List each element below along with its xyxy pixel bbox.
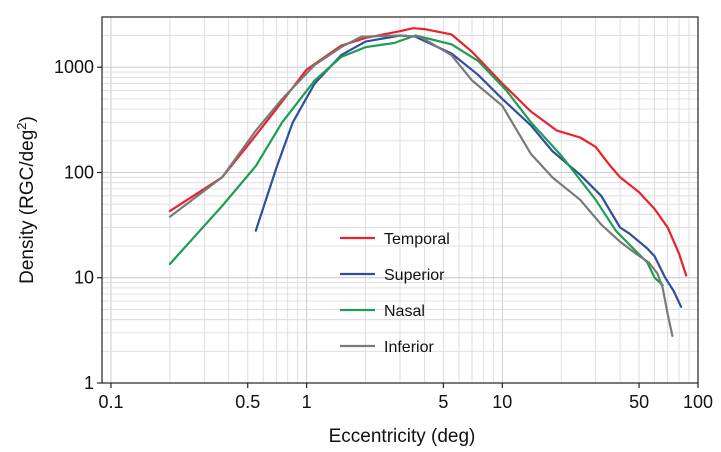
legend-label-inferior: Inferior — [384, 339, 434, 356]
y-axis-title: Density (RGC/deg2) — [14, 116, 38, 284]
legend-label-nasal: Nasal — [384, 303, 425, 320]
x-tick-label: 100 — [683, 392, 713, 412]
y-tick-label: 1000 — [54, 57, 94, 77]
x-tick-label: 0.5 — [235, 392, 260, 412]
y-axis-title-superscript: 2 — [14, 122, 29, 129]
axis-ticks: 0.1 0.5 1 5 10 50 100 1 10 100 1000 — [54, 57, 713, 412]
series-line-temporal — [168, 27, 688, 277]
series-line-nasal — [168, 34, 664, 287]
x-tick-label: 5 — [438, 392, 448, 412]
legend-label-superior: Superior — [384, 267, 445, 284]
y-tick-label: 1 — [84, 373, 94, 393]
series-lines — [168, 27, 688, 337]
plot-frame — [101, 16, 699, 384]
x-tick-label: 1 — [302, 392, 312, 412]
y-axis-title-main: Density (RGC/deg — [17, 130, 38, 284]
y-axis-title-close: ) — [17, 116, 38, 122]
legend-label-temporal: Temporal — [384, 231, 450, 248]
series-line-inferior — [168, 34, 674, 337]
x-axis-title: Eccentricity (deg) — [329, 426, 476, 447]
grid-lines — [102, 17, 698, 383]
x-tick-label: 10 — [492, 392, 512, 412]
y-tick-label: 10 — [74, 268, 94, 288]
x-tick-label: 50 — [629, 392, 649, 412]
y-tick-label: 100 — [64, 162, 94, 182]
x-tick-label: 0.1 — [98, 392, 123, 412]
legend: Temporal Superior Nasal Inferior — [340, 231, 450, 356]
